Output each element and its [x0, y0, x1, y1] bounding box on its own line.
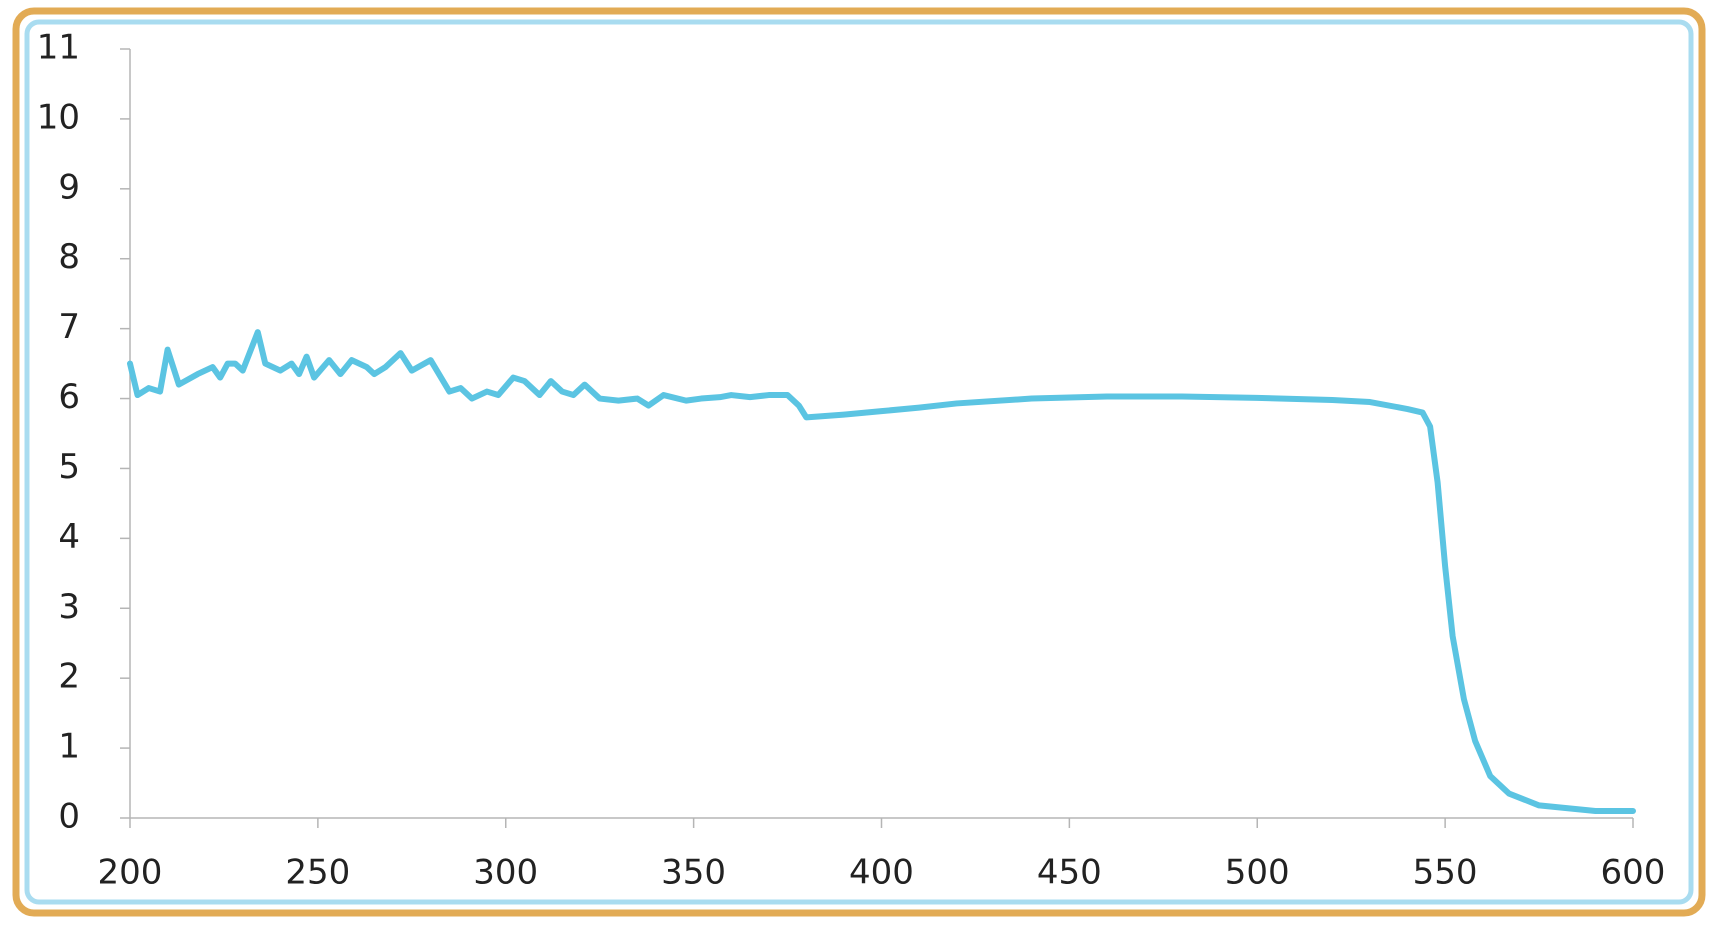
inner-frame	[24, 19, 1694, 905]
x-tick-label: 300	[473, 853, 538, 893]
x-tick-label: 550	[1413, 853, 1478, 893]
y-tick-label: 0	[58, 797, 80, 837]
y-tick-label: 4	[58, 517, 80, 557]
y-tick-label: 2	[58, 657, 80, 697]
y-tick-label: 3	[58, 587, 80, 627]
y-tick-label: 7	[58, 307, 80, 347]
y-tick-label: 9	[58, 167, 80, 207]
data-line	[127, 329, 1636, 815]
x-tick-label: 200	[98, 853, 163, 893]
x-tick-label: 500	[1225, 853, 1290, 893]
x-tick-label: 400	[849, 853, 914, 893]
y-tick-label: 11	[37, 28, 80, 68]
x-tick-label: 450	[1037, 853, 1102, 893]
x-tick-label: 250	[285, 853, 350, 893]
y-tick-label: 5	[58, 447, 80, 487]
y-tick-label: 8	[58, 237, 80, 277]
y-tick-label: 10	[37, 97, 80, 137]
y-tick-label: 1	[58, 727, 80, 767]
x-tick-label: 600	[1601, 853, 1666, 893]
x-tick-label: 350	[661, 853, 726, 893]
y-tick-label: 6	[58, 377, 80, 417]
